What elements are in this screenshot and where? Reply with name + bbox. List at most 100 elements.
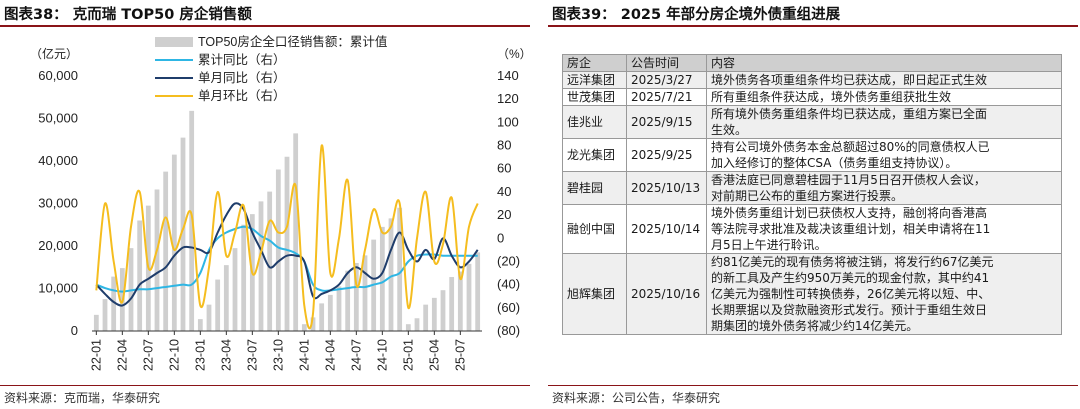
bar [475,252,481,331]
bar [379,226,385,331]
right-title-rule [548,25,1078,27]
left-tick-label: 0 [71,323,78,338]
company-cell: 远洋集团 [562,71,627,89]
left-bottom-rule [0,385,530,386]
legend-label: 单月环比（右） [198,88,286,103]
content-line: 的新工具及产生约950万美元的现金付款，其中约41 [711,271,990,285]
table-header-row: 房企 公告时间 内容 [562,54,1062,72]
right-tick-label: 60 [497,161,511,176]
content-cell: 所有境外债务重组条件均已获达成，重组方案已全面 生效。 [706,105,1062,139]
right-tick-label: 140 [497,68,519,83]
bar [345,270,351,331]
sales-chart: （亿元） （%） 0 10,000 20,000 30,000 40,000 50,000… [30,34,530,371]
right-tick-label: 40 [497,184,511,199]
table-row: 佳兆业 2025/9/15 所有境外债务重组条件均已获达成，重组方案已全面 生效。 [562,105,1062,139]
x-tick-label: 24-01 [297,339,311,371]
right-tick-label: (40) [497,277,520,292]
bar [397,207,403,331]
date-cell: 2025/10/13 [626,171,707,205]
content-line: 月5日上午进行聆讯。 [711,238,827,252]
company-cell: 旭辉集团 [562,253,627,335]
left-tick-label: 40,000 [38,153,78,168]
legend-label: 累计同比（右） [198,52,286,67]
x-tick-label: 22-07 [141,339,155,371]
bar [206,304,212,331]
company-cell: 融创中国 [562,204,627,254]
x-tick-label: 25-04 [427,339,441,371]
right-tick-label: 120 [497,91,519,106]
content-line: 所有重组条件获达成，境外债务重组获批生效 [711,90,952,104]
x-tick-label: 22-01 [89,339,103,371]
right-tick-label: 80 [497,138,511,153]
content-line: 对前期已公布的重组方案进行投票。 [711,189,904,203]
left-tick-label: 30,000 [38,196,78,211]
right-source: 资料来源：公司公告，华泰研究 [552,391,721,405]
content-cell: 持有公司境外债务本金总额超过80%的同意债权人已 加入经修订的整体CSA（债务重组… [706,138,1062,172]
bar [267,191,273,331]
bar [284,156,290,331]
bar [319,303,325,331]
right-tick-label: 20 [497,207,511,222]
bar [275,169,281,331]
content-line: 等法院寻求批准及裁决该重组计划，相关申请将在11 [711,222,991,236]
date-cell: 2025/10/16 [626,253,707,335]
date-cell: 2025/10/14 [626,204,707,254]
table-row: 旭辉集团 2025/10/16 约81亿美元的现有债务将被注销，将发行约67亿美元的… [562,253,1062,335]
content-line: 加入经修订的整体CSA（债务重组支持协议）。 [711,156,958,170]
content-line: 所有境外债务重组条件均已获达成，重组方案已全面 [711,107,988,121]
content-line: 长期票据以及贷款融资形式发行。预计于重组生效日 [711,303,988,317]
bar [449,277,455,331]
bar [301,324,307,331]
bar [336,286,342,331]
bar [423,304,429,331]
left-source: 资料来源：克而瑞，华泰研究 [4,391,161,405]
content-line: 亿美元为强制性可转换债券，26亿美元将以短、中、 [711,287,991,301]
bar [223,265,229,331]
content-cell: 境外债务各项重组条件均已获达成，即日起正式生效 [706,71,1062,89]
bar [232,248,238,331]
legend-swatch-bars [155,37,193,47]
content-line: 香港法庭已同意碧桂园于11月5日召开债权人会议， [711,173,986,187]
bar [431,297,437,331]
bar [293,133,299,331]
content-cell: 所有重组条件获达成，境外债务重组获批生效 [706,88,1062,106]
company-cell: 龙光集团 [562,138,627,172]
right-tick-label: (20) [497,253,520,268]
left-tick-label: 20,000 [38,238,78,253]
content-cell: 境外债务重组计划已获债权人支持，融创将向香港高 等法院寻求批准及裁决该重组计划，相… [706,204,1062,254]
right-axis-unit: （%） [497,47,530,61]
x-tick-label: 24-10 [375,339,389,371]
x-tick-label: 24-07 [349,339,363,371]
right-panel-title: 图表39： 2025 年部分房企境外债重组进展 [552,7,841,23]
bar [388,218,394,331]
table-row: 世茂集团 2025/7/21 所有重组条件获达成，境外债务重组获批生效 [562,88,1062,106]
bar [215,279,221,331]
x-tick-label: 25-01 [401,339,415,371]
right-tick-label: 100 [497,114,519,129]
content-line: 境外债务各项重组条件均已获达成，即日起正式生效 [711,73,988,87]
bar [197,319,203,331]
x-tick-label: 25-07 [453,339,467,371]
bar [171,154,177,331]
bar [440,290,446,331]
bar [102,299,108,331]
header-date: 公告时间 [626,54,707,72]
bar [310,317,316,331]
bar [154,189,160,331]
debt-restructuring-table: 房企 公告时间 内容 远洋集团 2025/3/27 境外债务各项重组条件均已获达成，… [562,54,1062,335]
right-tick-label: (80) [497,323,520,338]
bar [137,220,143,331]
x-tick-label: 22-10 [167,339,181,371]
bar [111,276,117,331]
bar [362,255,368,331]
left-panel-title: 图表38： 克而瑞 TOP50 房企销售额 [4,7,252,23]
right-bottom-rule [548,385,1078,386]
header-content: 内容 [706,54,1062,72]
table-row: 龙光集团 2025/9/25 持有公司境外债务本金总额超过80%的同意债权人已 加入经… [562,138,1062,172]
header-company: 房企 [562,54,627,72]
bar [457,271,463,331]
x-tick-label: 23-07 [245,339,259,371]
x-tick-label: 23-01 [193,339,207,371]
legend-label: TOP50房企全口径销售额：累计值 [198,34,387,49]
bar [241,224,247,331]
